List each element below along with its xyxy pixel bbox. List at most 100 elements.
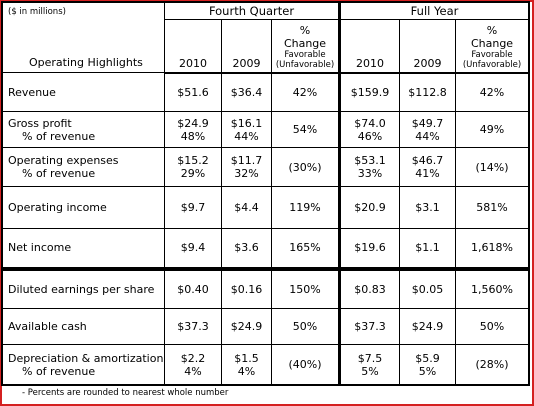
value-line: $24.9 <box>177 116 209 130</box>
column-header: 2009 <box>221 19 272 74</box>
value-cell: $9.4 <box>164 228 222 269</box>
row-label-line: Operating income <box>8 201 107 214</box>
value-line: $159.9 <box>350 85 390 99</box>
value-line: $7.5 <box>357 351 383 365</box>
value-line: $3.1 <box>415 201 440 214</box>
value-line: 581% <box>476 201 508 214</box>
value-line: 50% <box>479 320 505 333</box>
table-body: ($ in millions) Operating Highlights Fourt… <box>2 2 530 385</box>
value-cell: $3.6 <box>221 228 272 269</box>
value-line: 54% <box>292 123 318 136</box>
value-line: 50% <box>292 320 318 333</box>
value-cell: $20.9 <box>338 186 401 229</box>
value-cell: (14%) <box>455 147 530 187</box>
value-line: $9.4 <box>180 241 206 255</box>
row-label-line: Revenue <box>8 85 56 99</box>
row-label: Available cash <box>2 308 165 345</box>
value-line: 29% <box>180 167 206 180</box>
value-cell: 54% <box>270 111 341 148</box>
value-line: $0.16 <box>230 282 263 296</box>
row-label-line: % of revenue <box>22 167 96 180</box>
column-header-line: Favorable <box>284 49 326 60</box>
value-cell: $0.83 <box>338 266 401 309</box>
value-line: $49.7 <box>411 116 444 130</box>
value-line: 49% <box>479 123 505 136</box>
column-header-line: Change <box>470 36 514 50</box>
value-cell: $49.7 44% <box>399 111 457 148</box>
value-cell: 1,560% <box>455 266 530 309</box>
value-line: $19.6 <box>354 241 386 255</box>
value-cell: $7.5 5% <box>338 344 401 385</box>
data-row: Net income $9.4 $3.6 165% $19.6 $1.1 1,618% <box>2 228 530 269</box>
value-cell: (28%) <box>455 344 530 385</box>
row-label: Revenue <box>2 72 165 112</box>
value-cell: $46.7 41% <box>399 147 457 187</box>
value-line: 150% <box>289 282 321 296</box>
row-label-line: Net income <box>8 241 72 255</box>
column-header-line: 2010 <box>179 56 207 70</box>
row-label-line: % of revenue <box>22 364 96 378</box>
highlights-table: ($ in millions) Operating Highlights Fourt… <box>0 1 531 386</box>
data-row: Diluted earnings per share $0.40 $0.16 150%… <box>2 266 530 309</box>
data-row: Available cash $37.3 $24.9 50% $37.3 $24.9 50% <box>2 308 530 345</box>
column-header: 2010 <box>338 19 401 74</box>
row-label: Diluted earnings per share <box>2 266 165 309</box>
units-note: ($ in millions) <box>8 7 66 17</box>
footnote: - Percents are rounded to nearest whole … <box>22 388 229 398</box>
value-cell: 165% <box>270 228 341 269</box>
row-label: Net income <box>2 228 165 269</box>
row-label: Operating expenses% of revenue <box>2 147 165 187</box>
value-line: $46.7 <box>411 154 444 167</box>
value-cell: $51.6 <box>164 72 222 112</box>
value-line: 5% <box>418 364 437 378</box>
value-line: (14%) <box>475 160 509 174</box>
header-corner: ($ in millions) Operating Highlights <box>2 2 165 73</box>
group-header: Full Year <box>338 2 530 20</box>
value-cell: $159.9 <box>338 72 401 112</box>
header-row: ($ in millions) Operating Highlights Fourt… <box>2 2 530 73</box>
value-line: 1,560% <box>471 282 513 296</box>
column-header-line: 2010 <box>356 56 385 70</box>
value-line: $0.40 <box>177 282 209 296</box>
value-line: 4% <box>184 364 202 378</box>
value-line: $74.0 <box>354 116 386 130</box>
value-cell: $112.8 <box>399 72 457 112</box>
value-cell: $36.4 <box>221 72 272 112</box>
row-label: Gross profit% of revenue <box>2 111 165 148</box>
value-line: $0.05 <box>411 282 444 296</box>
value-line: $9.7 <box>180 201 206 214</box>
data-row: Gross profit% of revenue $24.9 48% $16.1 44%… <box>2 111 530 148</box>
column-header: 2010 <box>164 19 222 74</box>
column-header-line: Favorable <box>471 49 513 60</box>
row-label-line: % of revenue <box>22 129 96 143</box>
value-line: $15.2 <box>177 154 209 167</box>
value-line: 41% <box>415 167 440 180</box>
value-line: 33% <box>357 167 383 180</box>
value-line: $0.83 <box>354 282 386 296</box>
value-cell: 1,618% <box>455 228 530 269</box>
value-line: 42% <box>292 85 318 99</box>
value-cell: $24.9 48% <box>164 111 222 148</box>
value-line: 165% <box>289 241 321 255</box>
group-header: Fourth Quarter <box>163 2 341 20</box>
value-line: $37.3 <box>354 320 386 333</box>
value-cell: $3.1 <box>399 186 457 229</box>
value-cell: (30%) <box>270 147 341 187</box>
value-cell: 42% <box>455 72 530 112</box>
value-cell: $5.9 5% <box>399 344 457 385</box>
value-cell: $15.2 29% <box>164 147 222 187</box>
data-row: Depreciation & amortization% of revenue $… <box>2 344 530 385</box>
value-line: $112.8 <box>408 85 447 99</box>
value-line: 5% <box>361 364 379 378</box>
value-cell: $24.9 <box>221 308 272 345</box>
value-line: $3.6 <box>234 241 259 255</box>
value-line: $11.7 <box>230 154 263 167</box>
row-label-line: Diluted earnings per share <box>8 282 155 296</box>
value-cell: $37.3 <box>164 308 222 345</box>
value-cell: $0.05 <box>399 266 457 309</box>
value-cell: 50% <box>455 308 530 345</box>
value-cell: $16.1 44% <box>221 111 272 148</box>
value-line: 119% <box>289 201 321 214</box>
value-cell: $1.5 4% <box>221 344 272 385</box>
column-header-line: % <box>486 23 498 37</box>
